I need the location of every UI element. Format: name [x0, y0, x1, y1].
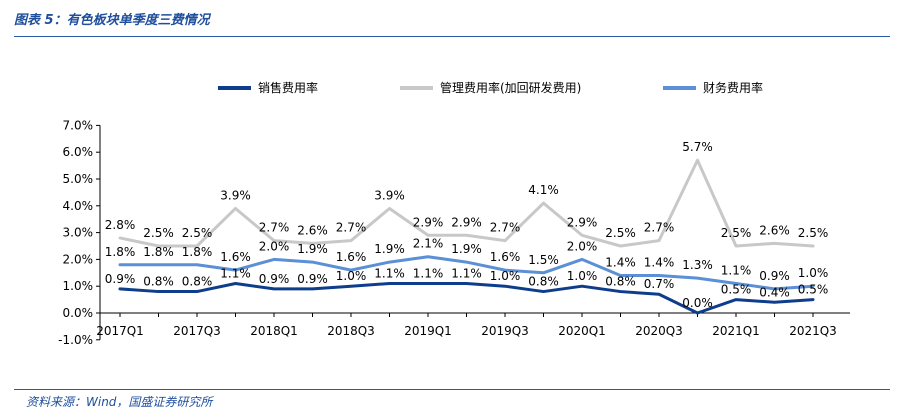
data-label: 2.7%	[336, 221, 367, 235]
data-label: 0.8%	[605, 275, 636, 289]
data-label: 0.9%	[105, 272, 136, 286]
x-tick-label: 2020Q3	[635, 324, 683, 338]
x-tick-label: 2021Q3	[789, 324, 837, 338]
y-axis: -1.0% 0.0% 1.0% 2.0% 3.0% 4.0% 5.0% 6.0% 7.0%	[58, 118, 101, 347]
data-label: 2.5%	[798, 226, 829, 240]
legend-label: 财务费用率	[703, 80, 763, 95]
data-label: 1.8%	[182, 245, 213, 259]
data-label: 1.0%	[336, 269, 367, 283]
chart-legend: 销售费用率 管理费用率(加回研发费用) 财务费用率	[218, 80, 763, 95]
data-label: 2.7%	[490, 221, 521, 235]
data-label: 0.8%	[528, 275, 559, 289]
data-label: 0.0%	[682, 296, 713, 310]
data-label: 1.8%	[143, 245, 174, 259]
series-line	[118, 158, 815, 248]
data-label: 2.8%	[105, 218, 136, 232]
data-label: 2.5%	[721, 226, 752, 240]
x-tick-label: 2017Q1	[96, 324, 144, 338]
data-label: 0.5%	[798, 283, 829, 297]
x-axis: 2017Q1 2017Q3 2018Q1 2018Q3 2019Q1 2019Q3 2020…	[96, 312, 850, 338]
data-label: 1.4%	[605, 255, 636, 269]
legend-label: 销售费用率	[258, 80, 318, 95]
figure-title: 图表 5：有色板块单季度三费情况	[14, 13, 210, 28]
data-label: 1.1%	[413, 267, 444, 281]
data-label: 3.9%	[220, 188, 251, 202]
data-label: 2.0%	[259, 239, 290, 253]
data-label: 1.0%	[798, 266, 829, 280]
y-tick-label: 7.0%	[63, 118, 94, 132]
data-label: 1.1%	[220, 267, 251, 281]
data-label: 0.4%	[759, 285, 790, 299]
data-label: 1.0%	[567, 269, 598, 283]
data-label: 0.7%	[644, 277, 675, 291]
data-label: 1.1%	[721, 264, 752, 278]
x-tick-label: 2018Q1	[250, 324, 298, 338]
data-label: 1.1%	[451, 267, 482, 281]
data-label: 2.7%	[259, 221, 290, 235]
data-label: 2.9%	[567, 215, 598, 229]
data-label: 2.5%	[605, 226, 636, 240]
data-label: 2.5%	[143, 226, 174, 240]
y-tick-label: 6.0%	[63, 145, 94, 159]
y-tick-label: 3.0%	[63, 226, 94, 240]
data-label: 2.9%	[413, 215, 444, 229]
data-label: 1.4%	[644, 255, 675, 269]
data-label: 0.8%	[182, 275, 213, 289]
data-label: 2.0%	[567, 239, 598, 253]
x-tick-label: 2019Q1	[404, 324, 452, 338]
y-tick-label: 5.0%	[63, 172, 94, 186]
data-label: 1.3%	[682, 258, 713, 272]
data-label: 1.6%	[336, 250, 367, 264]
data-label: 1.5%	[528, 253, 559, 267]
data-label: 0.9%	[259, 272, 290, 286]
legend-label: 管理费用率(加回研发费用)	[440, 80, 581, 95]
x-tick-label: 2021Q1	[712, 324, 760, 338]
series-line	[118, 282, 815, 315]
y-tick-label: 1.0%	[63, 279, 94, 293]
data-label: 0.8%	[143, 275, 174, 289]
y-tick-label: 2.0%	[63, 252, 94, 266]
data-label: 0.9%	[759, 269, 790, 283]
data-label: 1.9%	[451, 242, 482, 256]
header-rule	[14, 36, 890, 37]
data-label: 1.6%	[220, 250, 251, 264]
data-label: 1.1%	[374, 267, 405, 281]
data-label: 5.7%	[682, 140, 713, 154]
data-label: 1.9%	[297, 242, 328, 256]
source-note: 资料来源：Wind，国盛证券研究所	[26, 395, 213, 409]
data-label: 0.9%	[297, 272, 328, 286]
data-label: 2.6%	[297, 223, 328, 237]
y-tick-label: 4.0%	[63, 199, 94, 213]
y-tick-label: 0.0%	[63, 306, 94, 320]
x-tick-label: 2017Q3	[173, 324, 221, 338]
data-label: 3.9%	[374, 188, 405, 202]
data-label: 1.0%	[490, 269, 521, 283]
data-label: 2.7%	[644, 221, 675, 235]
data-label: 2.5%	[182, 226, 213, 240]
series-line	[118, 255, 815, 291]
x-tick-label: 2020Q1	[558, 324, 606, 338]
series-lines	[118, 158, 815, 315]
data-label: 0.5%	[721, 283, 752, 297]
data-label: 2.1%	[413, 237, 444, 251]
x-tick-label: 2019Q3	[481, 324, 529, 338]
data-label: 1.9%	[374, 242, 405, 256]
footer-rule	[14, 389, 890, 390]
data-label: 4.1%	[528, 183, 559, 197]
y-tick-label: -1.0%	[58, 333, 93, 347]
data-label: 1.8%	[105, 245, 136, 259]
x-tick-label: 2018Q3	[327, 324, 375, 338]
data-label: 2.6%	[759, 223, 790, 237]
data-label: 2.9%	[451, 215, 482, 229]
data-labels: 0.9% 0.8% 0.8% 1.1% 0.9% 0.9% 1.0% 1.1% 1.1% 1.1%…	[105, 140, 829, 310]
data-label: 1.6%	[490, 250, 521, 264]
